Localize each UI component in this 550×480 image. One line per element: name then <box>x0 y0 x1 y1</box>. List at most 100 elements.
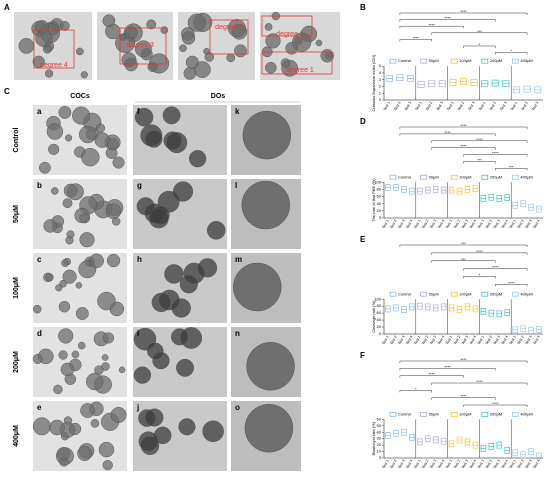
cell <box>35 29 53 47</box>
legend-label: 100μM <box>459 174 471 179</box>
sig-bracket <box>431 397 496 400</box>
legend-swatch <box>481 58 489 64</box>
sig-label: **** <box>476 379 483 384</box>
legend-swatch <box>450 291 458 297</box>
sig-label: **** <box>429 22 436 27</box>
cell <box>265 61 277 74</box>
cell <box>106 253 121 268</box>
x-tick-label: Test 4 <box>405 459 413 469</box>
cell <box>187 13 206 32</box>
cell <box>140 124 163 147</box>
legend-label: 400μM <box>520 291 532 296</box>
x-tick-label: Test 4 <box>532 219 540 229</box>
cell <box>242 110 292 160</box>
cell <box>62 198 73 209</box>
sig-label: * <box>415 386 417 391</box>
y-tick-label: 3 <box>379 77 382 82</box>
y-axis-title: The rate of first PBE (%) <box>371 178 376 222</box>
legend-label: 400μM <box>520 174 532 179</box>
cell <box>244 403 294 453</box>
row-label: 100μM <box>13 277 20 299</box>
cell <box>60 362 75 377</box>
legend-label: 100μM <box>459 411 471 416</box>
legend-swatch <box>512 174 519 180</box>
y-tick-label: 0 <box>379 97 382 102</box>
image-letter: f <box>137 107 140 116</box>
degree-label: degree 2 <box>215 24 243 31</box>
x-tick-label: Test 3 <box>404 101 412 111</box>
sig-label: **** <box>444 364 451 369</box>
cell <box>63 416 73 425</box>
cell <box>176 358 194 377</box>
cell <box>148 208 169 229</box>
panel-label: E <box>360 235 366 244</box>
cell <box>74 207 90 224</box>
x-tick-label: Test 3 <box>461 335 469 345</box>
sig-bracket <box>495 284 528 287</box>
x-tick-label: Test 2 <box>485 335 493 345</box>
cell <box>206 221 226 240</box>
x-tick-label: Test 2 <box>457 101 465 111</box>
cell <box>76 47 84 56</box>
cell <box>45 273 54 282</box>
x-tick-label: Test 4 <box>469 459 477 469</box>
cell <box>46 123 64 140</box>
roi-box <box>33 29 75 69</box>
legend-swatch <box>420 411 428 417</box>
x-tick-label: Test 2 <box>393 101 401 111</box>
cell <box>234 44 247 58</box>
sig-label: * <box>510 49 512 54</box>
cell <box>80 71 88 79</box>
cell <box>133 327 157 351</box>
y-tick-label: 100 <box>374 296 381 301</box>
cell <box>227 19 246 38</box>
x-tick-label: Test 4 <box>501 459 509 469</box>
degree-label: degree 4 <box>40 62 68 69</box>
image-letter: g <box>137 181 142 190</box>
cell <box>56 447 70 461</box>
sig-bracket <box>495 168 528 171</box>
x-tick-label: Test 3 <box>429 219 437 229</box>
cell <box>81 147 100 167</box>
x-tick-label: Test 2 <box>421 335 429 345</box>
cell <box>59 21 70 31</box>
y-axis-title: Cumulus Expansion Index (CEI) <box>371 54 376 112</box>
sig-bracket <box>399 25 464 29</box>
cell <box>166 132 188 154</box>
sig-label: **** <box>492 265 499 270</box>
y-tick-label: 40 <box>377 201 382 206</box>
cell <box>79 232 95 248</box>
x-tick-label: Test 1 <box>477 335 485 345</box>
x-tick-label: Test 2 <box>421 219 429 229</box>
cell <box>67 183 84 201</box>
sig-bracket <box>431 147 496 150</box>
sig-label: **** <box>413 35 420 40</box>
sig-bracket <box>399 244 528 247</box>
legend-label: 200μM <box>490 291 502 296</box>
sig-bracket <box>399 133 496 136</box>
cell <box>58 328 74 344</box>
x-tick-label: Test 1 <box>381 219 389 229</box>
cell <box>89 253 104 269</box>
legend-label: 200μM <box>490 58 502 63</box>
legend-swatch <box>389 58 397 64</box>
sig-label: *** <box>477 29 482 34</box>
x-tick-label: Test 3 <box>397 335 405 345</box>
x-tick-label: Test 1 <box>445 335 453 345</box>
legend-label: 100μM <box>459 58 471 63</box>
y-tick-label: 10 <box>377 449 382 454</box>
x-tick-label: Test 3 <box>493 459 501 469</box>
x-tick-label: Test 1 <box>509 459 517 469</box>
sig-label: *** <box>509 164 514 169</box>
x-tick-label: Test 2 <box>453 219 461 229</box>
sig-label: **** <box>460 144 467 149</box>
image-letter: d <box>37 329 42 338</box>
sig-bracket <box>431 252 528 255</box>
x-tick-label: Test 3 <box>429 459 437 469</box>
y-tick-label: 20 <box>377 442 382 447</box>
legend-label: 50μM <box>429 58 439 63</box>
cell <box>78 125 97 144</box>
x-tick-label: Test 4 <box>437 219 445 229</box>
x-tick-label: Test 2 <box>517 459 525 469</box>
sig-label: **** <box>460 9 467 14</box>
